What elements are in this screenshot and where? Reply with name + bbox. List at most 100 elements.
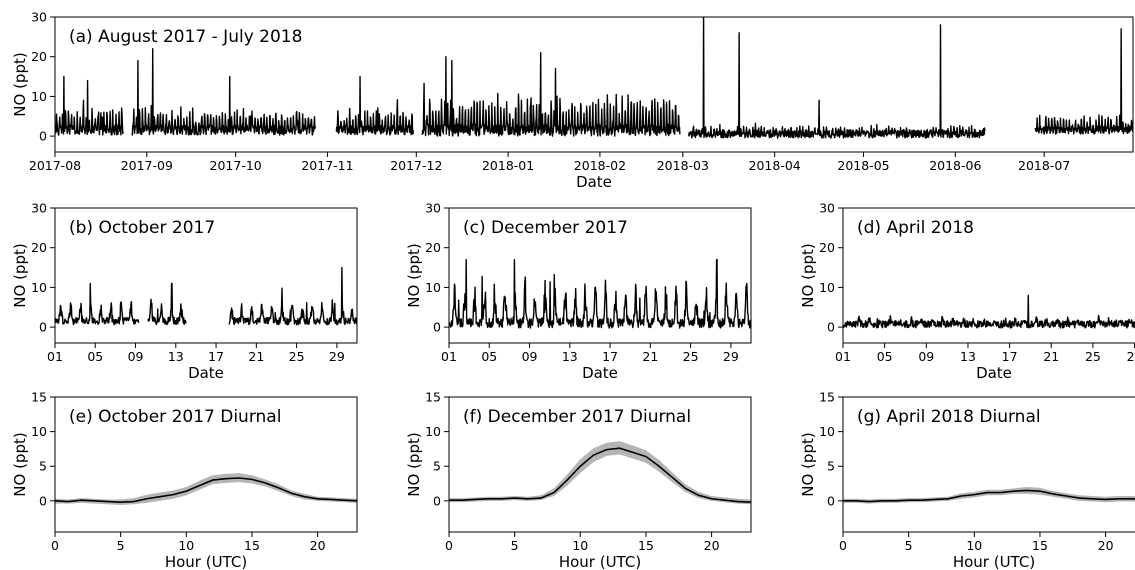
panel-c-title: (c) December 2017: [463, 218, 628, 238]
panel-b-series-segment-2: [228, 266, 357, 326]
panel-e-data: [55, 473, 357, 505]
panel-b-xtick-label: 29: [329, 349, 345, 364]
panel-f-xtick-label: 10: [572, 538, 588, 553]
panel-c-xtick-label: 09: [522, 349, 538, 364]
panel-a-series-segment-5: [1034, 28, 1133, 135]
panel-e-ytick-label: 15: [31, 390, 47, 405]
panel-g-data: [843, 487, 1135, 504]
panel-d-data: [843, 294, 1135, 329]
panel-d-ytick-label: 0: [827, 320, 835, 335]
panel-a-xtick-label: 2017-11: [301, 158, 353, 173]
panel-c-xtick-label: 01: [441, 349, 457, 364]
panel-e-ylabel: NO (ppt): [11, 432, 29, 496]
panel-e-uncertainty-band: [55, 473, 357, 505]
panel-e: 0 5 10 15 0 5 10 15 20 Hour (UTC) NO (ppt) (e) Octo…: [11, 390, 358, 570]
panel-c-xtick-label: 21: [642, 349, 658, 364]
panel-g-ytick-label: 15: [819, 390, 835, 405]
panel-c-ytick-label: 10: [425, 280, 441, 295]
panel-d-xtick-label: 13: [960, 349, 976, 364]
panel-c-ytick-label: 30: [425, 201, 441, 216]
panel-b-xtick-label: 05: [87, 349, 103, 364]
panel-a-xtick-label: 2017-12: [390, 158, 442, 173]
panel-b-ytick-label: 10: [31, 280, 47, 295]
panel-a-xtick-label: 2018-03: [657, 158, 709, 173]
panel-e-xtick-label: 5: [117, 538, 125, 553]
panel-g-xlabel: Hour (UTC): [953, 553, 1035, 570]
panel-c-ytick-label: 20: [425, 240, 441, 255]
panel-d-ytick-label: 10: [819, 280, 835, 295]
panel-b: 0 10 20 30 01 05 09 13 17 21 25 29 Date NO (ppt) (b) O…: [11, 201, 358, 382]
panel-e-title: (e) October 2017 Diurnal: [69, 407, 281, 427]
panel-e-xtick-label: 0: [51, 538, 59, 553]
panel-a-ytick-label: 0: [39, 129, 47, 144]
panel-f-ytick-label: 5: [433, 459, 441, 474]
panel-e-ytick-label: 0: [39, 493, 47, 508]
panel-c-ylabel: NO (ppt): [405, 243, 423, 307]
panel-d-xtick-label: 17: [1002, 349, 1018, 364]
panel-f-xlabel: Hour (UTC): [559, 553, 641, 570]
panel-d-ytick-label: 20: [819, 240, 835, 255]
panel-d-series-segment-0: [843, 294, 1135, 329]
panel-a-xtick-label: 2017-08: [29, 158, 81, 173]
panel-d-xtick-label: 21: [1043, 349, 1059, 364]
panel-e-xtick-label: 20: [310, 538, 326, 553]
panel-a-ytick-label: 10: [31, 89, 47, 104]
panel-d-xtick-label: 09: [918, 349, 934, 364]
panel-b-xtick-label: 21: [248, 349, 264, 364]
panel-g-ytick-label: 5: [827, 459, 835, 474]
panel-a-series-segment-3: [421, 52, 681, 137]
panel-g-ytick-label: 10: [819, 424, 835, 439]
panel-a-xtick-label: 2017-09: [121, 158, 173, 173]
panel-g-xtick-label: 0: [839, 538, 847, 553]
panel-a-ytick-label: 20: [31, 49, 47, 64]
panel-c-data: [449, 258, 751, 329]
panel-c-xtick-label: 17: [602, 349, 618, 364]
panel-f-title: (f) December 2017 Diurnal: [463, 407, 691, 427]
panel-b-ytick-label: 0: [39, 320, 47, 335]
panel-d-xtick-label: 05: [877, 349, 893, 364]
panel-d-xtick-label: 29: [1127, 349, 1135, 364]
panel-a-xtick-label: 2018-06: [929, 158, 981, 173]
panel-f-mean-line: [449, 447, 751, 504]
panel-b-data: [55, 266, 357, 326]
panel-b-axes-frame: [54, 207, 358, 344]
panel-f-ytick-label: 15: [425, 390, 441, 405]
panel-g-ytick-label: 0: [827, 493, 835, 508]
panel-g-xtick-label: 20: [1098, 538, 1114, 553]
panel-e-mean-line: [55, 477, 357, 504]
panel-f-ytick-label: 10: [425, 424, 441, 439]
panel-b-ytick-label: 30: [31, 201, 47, 216]
panel-a: 0 10 20 30 2017-08 2017-09 2017-10 2017-11 2017-…: [11, 10, 1134, 191]
panel-a-xlabel: Date: [576, 173, 612, 191]
panel-g-axes-frame: [842, 396, 1135, 533]
panel-a-xtick-label: 2018-05: [837, 158, 889, 173]
panel-a-series-segment-4: [688, 17, 986, 139]
panel-e-xlabel: Hour (UTC): [165, 553, 247, 570]
panel-d-xtick-label: 25: [1085, 349, 1101, 364]
panel-f-ytick-label: 0: [433, 493, 441, 508]
panel-c-series-segment-0: [449, 258, 751, 329]
panel-e-xtick-label: 10: [178, 538, 194, 553]
panel-b-xlabel: Date: [188, 364, 224, 382]
panel-b-xtick-label: 17: [208, 349, 224, 364]
panel-d-axes-frame: [842, 207, 1135, 344]
panel-c-axes-frame: [448, 207, 752, 344]
panel-a-axes-frame: [54, 16, 1134, 153]
panel-g-mean-line: [843, 489, 1135, 503]
panel-b-xtick-label: 09: [128, 349, 144, 364]
panel-a-xtick-label: 2018-01: [482, 158, 534, 173]
panel-b-title: (b) October 2017: [69, 218, 215, 238]
panel-a-series-segment-2: [335, 75, 415, 136]
panel-a-xtick-label: 2018-02: [574, 158, 626, 173]
panel-a-title: (a) August 2017 - July 2018: [69, 27, 302, 47]
panel-b-ylabel: NO (ppt): [11, 243, 29, 307]
panel-c-xlabel: Date: [582, 364, 618, 382]
panel-b-series-segment-1: [147, 282, 187, 326]
panel-a-data: [55, 17, 1133, 139]
panel-c-xtick-label: 05: [481, 349, 497, 364]
panel-c-ytick-label: 0: [433, 320, 441, 335]
panel-c: 0 10 20 30 01 05 09 13 17 21 25 29 Date NO (ppt) (c) D…: [405, 201, 752, 382]
panel-f-data: [449, 441, 751, 505]
panel-e-xtick-label: 15: [244, 538, 260, 553]
panel-g-ylabel: NO (ppt): [799, 432, 817, 496]
